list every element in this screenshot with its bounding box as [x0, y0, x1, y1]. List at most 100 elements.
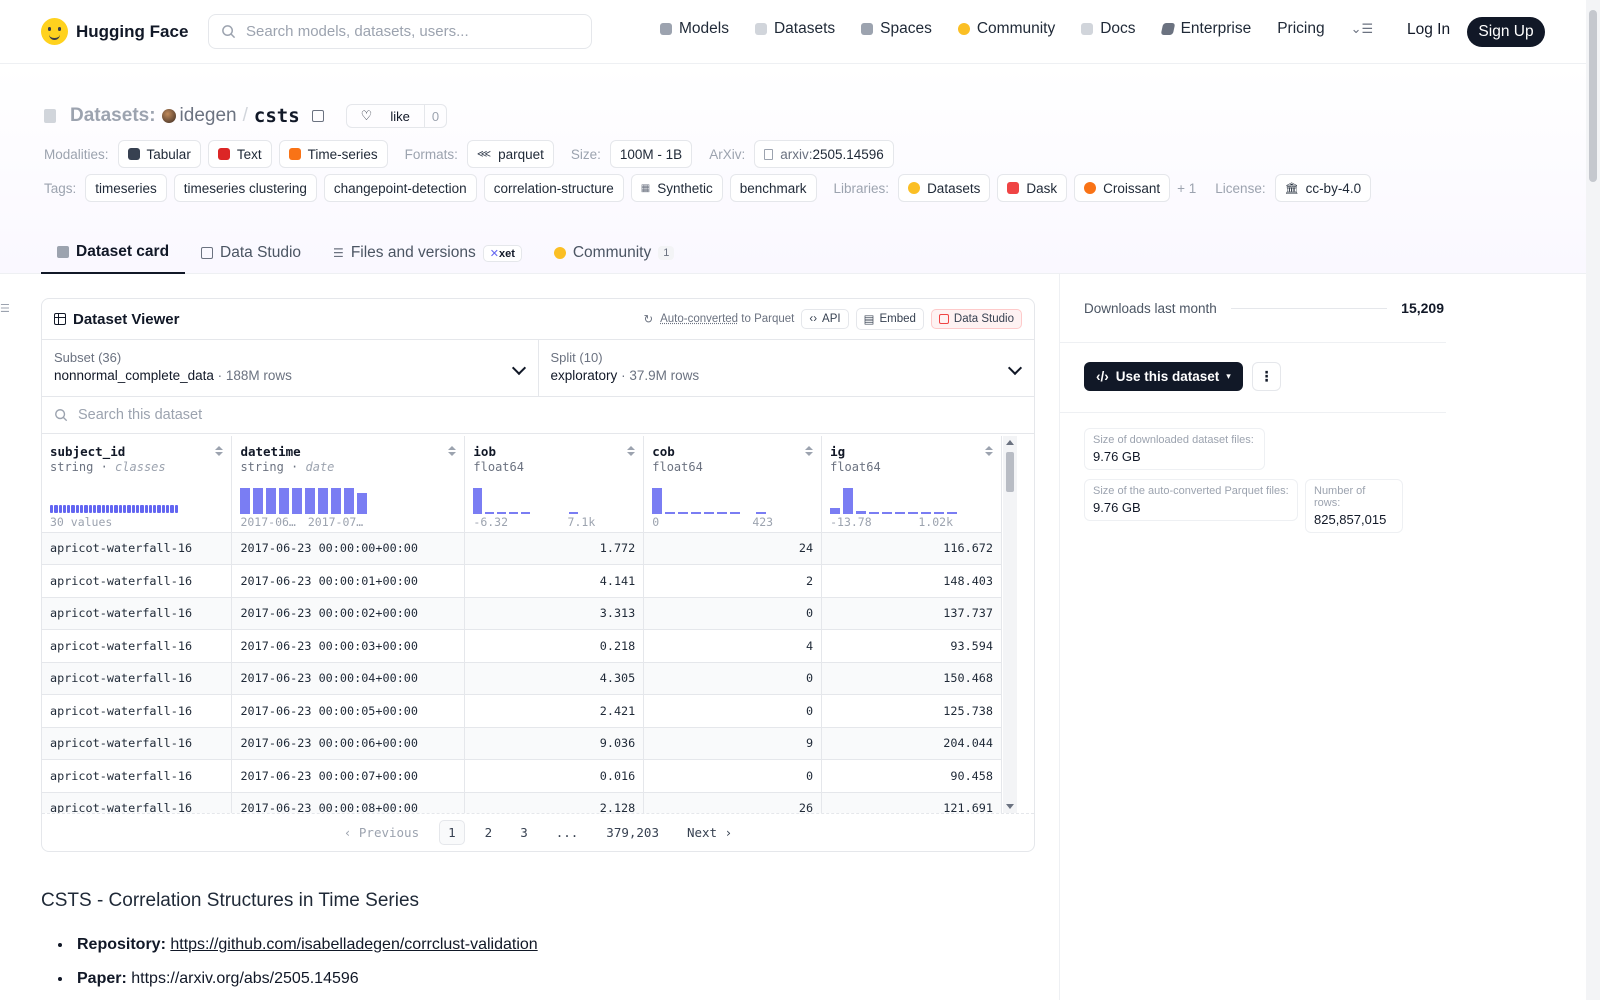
class-segment[interactable]	[71, 504, 75, 513]
histogram-bar[interactable]	[473, 488, 483, 514]
column-header-iob[interactable]: iob float64 -6.32 7.1k	[464, 436, 645, 533]
arxiv-chip[interactable]: arxiv:2505.14596	[754, 140, 894, 168]
histogram-bar[interactable]	[882, 511, 893, 514]
histogram-bar[interactable]	[485, 511, 495, 514]
sort-icon[interactable]	[805, 446, 814, 456]
histogram-bar[interactable]	[934, 511, 945, 514]
modality-chip[interactable]: Tabular	[117, 140, 201, 168]
tag-chip[interactable]: timeseries clustering	[173, 174, 317, 202]
class-segment[interactable]	[161, 504, 166, 513]
histogram-bar[interactable]	[357, 492, 368, 514]
class-segment[interactable]	[114, 504, 118, 513]
histogram-bar[interactable]	[240, 488, 251, 514]
histogram-bar[interactable]	[730, 511, 741, 514]
data-studio-button[interactable]: Data Studio	[930, 309, 1022, 329]
class-segment[interactable]	[131, 504, 135, 513]
histogram-bar[interactable]	[704, 511, 715, 514]
nav-pricing[interactable]: Pricing	[1277, 20, 1324, 38]
table-row[interactable]: apricot-waterfall-16 2017-06-23 00:00:08+…	[42, 792, 1002, 813]
modality-chip[interactable]: Text	[207, 140, 272, 168]
class-segment[interactable]	[84, 504, 88, 513]
histogram-bar[interactable]	[521, 511, 531, 514]
login-link[interactable]: Log In	[1407, 21, 1451, 38]
tab-data-studio[interactable]: Data Studio	[185, 232, 317, 274]
class-segment[interactable]	[148, 504, 153, 513]
library-chip[interactable]: Dask	[997, 174, 1068, 202]
table-row[interactable]: apricot-waterfall-16 2017-06-23 00:00:04+…	[42, 662, 1002, 695]
class-segment[interactable]	[118, 504, 123, 513]
class-segment[interactable]	[127, 504, 131, 513]
subset-dropdown[interactable]: Subset (36) nonnormal_complete_data · 18…	[42, 340, 538, 396]
signup-button[interactable]: Sign Up	[1467, 17, 1545, 47]
library-chip[interactable]: Croissant	[1074, 174, 1171, 202]
page-1[interactable]: 1	[439, 820, 465, 845]
class-segment[interactable]	[88, 504, 92, 513]
class-segment[interactable]	[101, 504, 105, 513]
scroll-down-icon[interactable]	[1006, 804, 1014, 809]
scroll-up-icon[interactable]	[1006, 440, 1014, 445]
histogram-bar[interactable]	[678, 511, 689, 514]
class-segment[interactable]	[54, 504, 58, 513]
histogram-bar[interactable]	[856, 510, 867, 514]
histogram-bar[interactable]	[717, 511, 728, 514]
modality-chip[interactable]: Time-series	[278, 140, 388, 168]
embed-button[interactable]: ▤ Embed	[855, 308, 924, 330]
nav-datasets[interactable]: Datasets	[754, 20, 835, 38]
class-segment[interactable]	[157, 504, 161, 513]
tag-chip[interactable]: changepoint-detection	[323, 174, 477, 202]
column-header-datetime[interactable]: datetime string · date 2017-06… 2017-07…	[231, 436, 466, 533]
repository-link[interactable]: https://github.com/isabelladegen/corrclu…	[170, 936, 538, 953]
tag-chip[interactable]: timeseries	[85, 174, 167, 202]
histogram-bar[interactable]	[756, 511, 767, 514]
nav-enterprise[interactable]: Enterprise	[1160, 20, 1251, 38]
histogram-bar[interactable]	[331, 488, 342, 514]
previous-page[interactable]: ‹ Previous	[343, 825, 420, 840]
sidebar-toggle-icon[interactable]: ☰	[0, 303, 10, 315]
table-row[interactable]: apricot-waterfall-16 2017-06-23 00:00:06+…	[42, 727, 1002, 760]
table-row[interactable]: apricot-waterfall-16 2017-06-23 00:00:02+…	[42, 597, 1002, 630]
class-segment[interactable]	[135, 504, 140, 513]
table-row[interactable]: apricot-waterfall-16 2017-06-23 00:00:05+…	[42, 694, 1002, 728]
page-last[interactable]: 379,203	[606, 825, 659, 840]
column-header-cob[interactable]: cob float64 0 423	[643, 436, 823, 533]
histogram-bar[interactable]	[509, 511, 519, 514]
library-chip[interactable]: Datasets	[898, 174, 991, 202]
table-scrollbar[interactable]	[1003, 436, 1017, 813]
column-header-ig[interactable]: ig float64 -13.78 1.02k	[821, 436, 1002, 533]
histogram-bar[interactable]	[318, 488, 329, 514]
tab-dataset-card[interactable]: Dataset card	[41, 232, 186, 274]
histogram-bar[interactable]	[947, 511, 958, 514]
table-row[interactable]: apricot-waterfall-16 2017-06-23 00:00:03+…	[42, 629, 1002, 663]
histogram-bar[interactable]	[253, 488, 264, 514]
page-scrollbar[interactable]	[1586, 0, 1600, 1000]
histogram-bar[interactable]	[921, 511, 932, 514]
more-options-button[interactable]: ⋮	[1252, 362, 1281, 391]
tag-chip-synthetic[interactable]: ▦ Synthetic	[630, 174, 723, 202]
libraries-more[interactable]: + 1	[1177, 180, 1197, 196]
class-segment[interactable]	[110, 504, 114, 513]
dataset-search-input[interactable]	[78, 407, 478, 423]
nav-more-menu[interactable]: ⌄☰	[1351, 21, 1374, 37]
nav-spaces[interactable]: Spaces	[861, 20, 932, 38]
license-chip[interactable]: 🏛 cc-by-4.0	[1274, 174, 1372, 202]
class-segment[interactable]	[58, 504, 62, 513]
dataset-search[interactable]	[42, 397, 1034, 434]
paper-link[interactable]: https://arxiv.org/abs/2505.14596	[131, 970, 359, 987]
class-segment[interactable]	[97, 504, 101, 513]
histogram-bar[interactable]	[691, 511, 702, 514]
repo-owner[interactable]: idegen	[161, 105, 237, 127]
class-segment[interactable]	[144, 504, 148, 513]
histogram-bar[interactable]	[843, 488, 854, 514]
class-segment[interactable]	[140, 504, 144, 513]
sort-icon[interactable]	[985, 446, 993, 456]
class-segment[interactable]	[170, 504, 174, 513]
histogram-bar[interactable]	[266, 488, 277, 514]
class-segment[interactable]	[92, 504, 97, 513]
class-segment[interactable]	[174, 504, 178, 513]
format-chip[interactable]: ⋘ parquet	[466, 140, 554, 168]
table-row[interactable]: apricot-waterfall-16 2017-06-23 00:00:07+…	[42, 759, 1002, 793]
nav-community[interactable]: Community	[957, 20, 1055, 38]
page-3[interactable]: 3	[520, 825, 528, 840]
class-segment[interactable]	[105, 504, 110, 513]
class-segment[interactable]	[62, 504, 67, 513]
